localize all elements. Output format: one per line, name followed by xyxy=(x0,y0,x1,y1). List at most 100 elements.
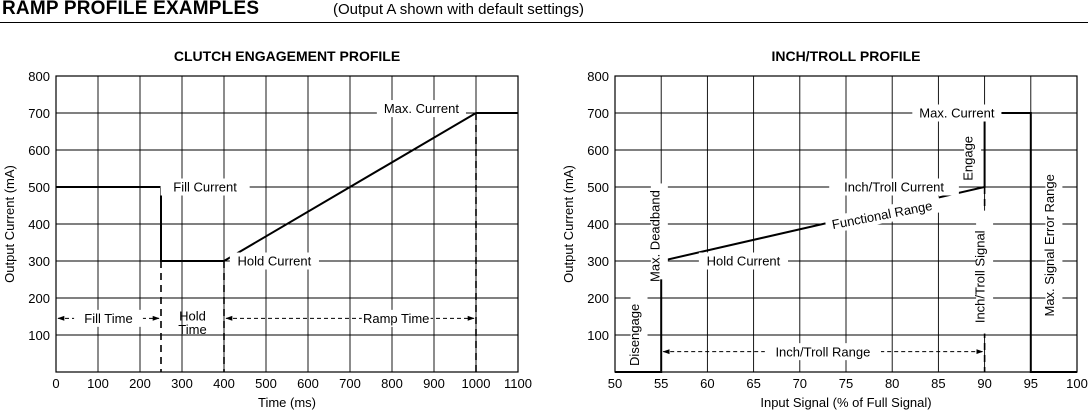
page-header: RAMP PROFILE EXAMPLES (Output A shown wi… xyxy=(0,0,1088,24)
troll-max-deadband-label: Max. Deadband xyxy=(647,190,662,282)
troll-y-axis-label: Output Current (mA) xyxy=(561,165,576,283)
troll-x-tick-label: 80 xyxy=(885,376,899,391)
troll-y-tick-label: 200 xyxy=(587,291,609,306)
clutch-max-current-label-group: Max. Current xyxy=(376,100,466,118)
troll-x-tick-label: 60 xyxy=(700,376,714,391)
clutch-hold-current-label-bg xyxy=(229,252,319,270)
clutch-x-axis-label: Time (ms) xyxy=(258,395,316,410)
clutch-x-tick-label: 700 xyxy=(339,376,361,391)
clutch-hold-time-label-2: Time xyxy=(178,322,206,337)
troll-x-tick-label: 95 xyxy=(1024,376,1038,391)
clutch-profile-line xyxy=(56,112,518,262)
troll-disengage-label-group: Disengage xyxy=(627,295,648,366)
troll-x-tick-label: 55 xyxy=(654,376,668,391)
troll-engage-label-group: Engage xyxy=(961,129,982,181)
page-subtitle: (Output A shown with default settings) xyxy=(333,1,584,18)
clutch-y-tick-label: 300 xyxy=(28,254,50,269)
troll-max-deadband-label-bg xyxy=(650,183,668,280)
clutch-max-current-label: Max. Current xyxy=(384,101,460,116)
clutch-ramp-time-label: Ramp Time xyxy=(363,311,429,326)
clutch-x-tick-label: 1000 xyxy=(462,376,491,391)
clutch-x-tick-label: 0 xyxy=(52,376,59,391)
troll-y-tick-label: 400 xyxy=(587,217,609,232)
troll-max-current-label-group: Max. Current xyxy=(912,104,1002,122)
clutch-y-axis-label: Output Current (mA) xyxy=(2,165,17,283)
clutch-y-tick-label: 800 xyxy=(28,69,50,84)
troll-disengage-label-bg xyxy=(630,295,648,365)
clutch-y-tick-label: 500 xyxy=(28,180,50,195)
header-divider xyxy=(0,22,1088,23)
clutch-fill-time-label: Fill Time xyxy=(84,311,132,326)
troll-inch-troll-current-label-group: Inch/Troll Current xyxy=(829,178,959,196)
clutch-y-tick-label: 400 xyxy=(28,217,50,232)
troll-functional-range-label-group: Functional Range xyxy=(824,195,942,235)
clutch-x-tick-label: 500 xyxy=(255,376,277,391)
clutch-fill-time-label-bg xyxy=(74,309,143,327)
troll-x-tick-label: 75 xyxy=(839,376,853,391)
troll-y-tick-label: 600 xyxy=(587,143,609,158)
troll-inch-troll-signal-label: Inch/Troll Signal xyxy=(973,230,988,323)
clutch-hold-time-label-1-group: Hold xyxy=(179,308,206,323)
troll-plot-frame xyxy=(614,75,1078,373)
clutch-max-current-label-bg xyxy=(376,100,466,118)
troll-inch-troll-signal-label-bg xyxy=(976,210,994,334)
troll-disengage-label: Disengage xyxy=(627,304,642,366)
troll-range-label-bg xyxy=(764,343,881,361)
troll-x-tick-label: 85 xyxy=(931,376,945,391)
troll-max-current-label: Max. Current xyxy=(919,106,995,121)
troll-profile-line xyxy=(615,112,1077,373)
clutch-y-tick-label: 200 xyxy=(28,291,50,306)
troll-hold-current-label-group: Hold Current xyxy=(698,252,788,270)
clutch-hold-time-label-1: Hold xyxy=(179,308,206,323)
troll-x-tick-label: 65 xyxy=(746,376,760,391)
troll-max-signal-error-range-label-group: Max. Signal Error Range xyxy=(1042,158,1063,323)
clutch-title: CLUTCH ENGAGEMENT PROFILE xyxy=(174,48,400,64)
troll-x-axis-label: Input Signal (% of Full Signal) xyxy=(760,395,931,410)
clutch-fill-current-label: Fill Current xyxy=(173,180,237,195)
troll-title: INCH/TROLL PROFILE xyxy=(771,48,920,64)
troll-range-label-group: Inch/Troll Range xyxy=(764,343,881,361)
troll-y-tick-label: 800 xyxy=(587,69,609,84)
troll-y-tick-label: 500 xyxy=(587,180,609,195)
troll-x-tick-label: 90 xyxy=(977,376,991,391)
troll-max-signal-error-range-label: Max. Signal Error Range xyxy=(1042,174,1057,316)
clutch-y-tick-label: 600 xyxy=(28,143,50,158)
troll-inch-troll-signal-label-group: Inch/Troll Signal xyxy=(973,210,994,334)
page-title: RAMP PROFILE EXAMPLES xyxy=(2,0,260,19)
troll-y-tick-label: 300 xyxy=(587,254,609,269)
troll-range-label: Inch/Troll Range xyxy=(775,344,870,359)
troll-max-deadband-label-group: Max. Deadband xyxy=(647,183,668,282)
clutch-x-tick-label: 600 xyxy=(297,376,319,391)
troll-engage-label-bg xyxy=(964,129,982,178)
troll-engage-label: Engage xyxy=(961,136,976,181)
clutch-ramp-time-label-bg xyxy=(361,309,431,327)
clutch-fill-current-label-group: Fill Current xyxy=(160,178,250,196)
troll-x-tick-label: 50 xyxy=(608,376,622,391)
clutch-plot-frame xyxy=(55,75,519,373)
troll-hold-current-label-bg xyxy=(698,252,788,270)
troll-x-tick-label: 100 xyxy=(1066,376,1088,391)
clutch-hold-current-label-group: Hold Current xyxy=(229,252,319,270)
troll-functional-range-label-bg xyxy=(824,195,942,235)
clutch-fill-current-label-bg xyxy=(160,178,250,196)
clutch-x-tick-label: 400 xyxy=(213,376,235,391)
clutch-y-tick-label: 700 xyxy=(28,106,50,121)
clutch-x-tick-label: 200 xyxy=(129,376,151,391)
troll-y-tick-label: 100 xyxy=(587,328,609,343)
clutch-x-tick-label: 1100 xyxy=(504,376,532,391)
troll-max-signal-error-range-label-bg xyxy=(1045,158,1063,323)
clutch-fill-time-label-group: Fill Time xyxy=(74,309,143,327)
clutch-y-tick-label: 100 xyxy=(28,328,50,343)
clutch-x-tick-label: 100 xyxy=(87,376,109,391)
clutch-hold-time-label-2-group: Time xyxy=(178,322,206,337)
clutch-hold-current-label: Hold Current xyxy=(238,254,312,269)
troll-inch-troll-current-label: Inch/Troll Current xyxy=(844,180,944,195)
troll-inch-troll-current-label-bg xyxy=(829,178,959,196)
clutch-ramp-time-label-group: Ramp Time xyxy=(361,309,431,327)
clutch-x-tick-label: 800 xyxy=(381,376,403,391)
troll-hold-current-label: Hold Current xyxy=(707,254,781,269)
clutch-x-tick-label: 900 xyxy=(423,376,445,391)
clutch-x-tick-label: 300 xyxy=(171,376,193,391)
troll-x-tick-label: 70 xyxy=(793,376,807,391)
